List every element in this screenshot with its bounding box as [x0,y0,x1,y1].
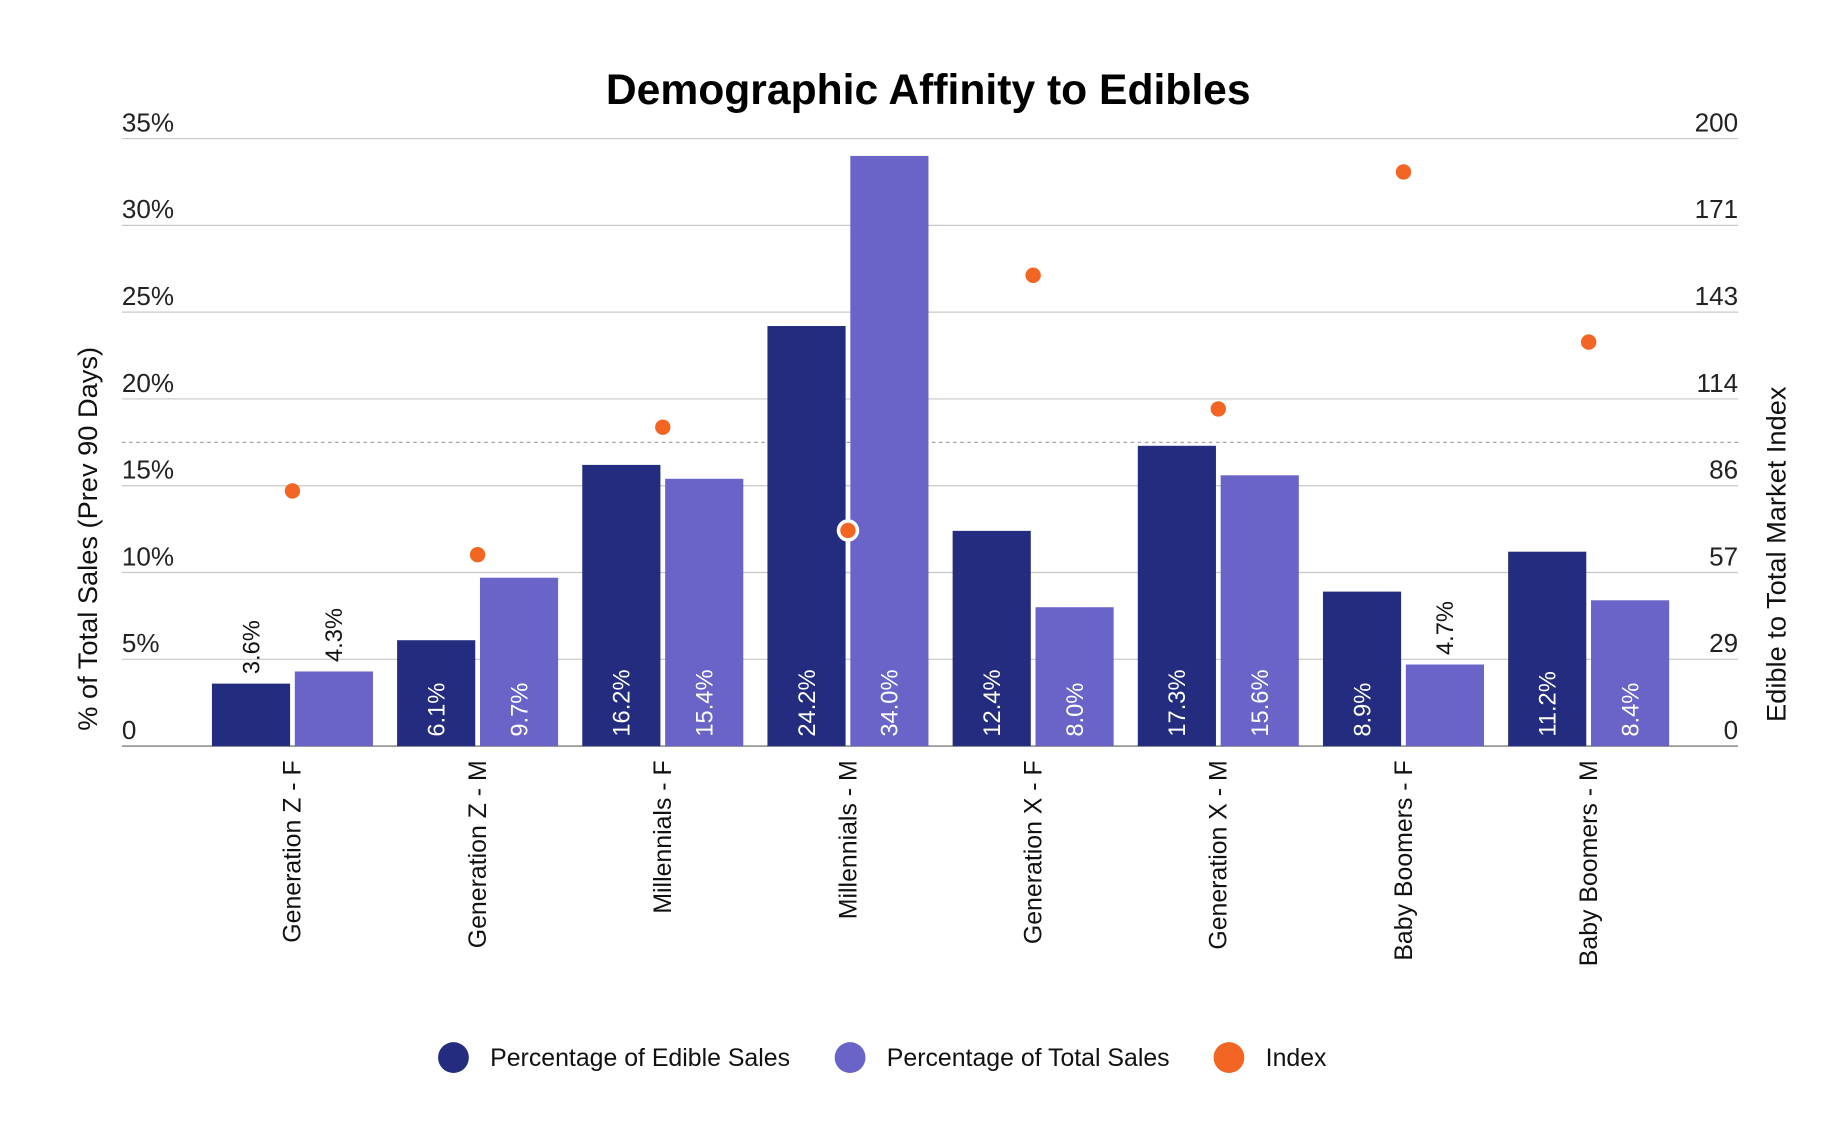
data-label: 24.2% [795,669,821,736]
bar-edible [1322,591,1402,747]
category-label: Generation X - M [1205,760,1233,949]
category-label: Millennials - M [834,760,862,919]
data-label: 9.7% [507,683,533,737]
index-point[interactable] [836,519,860,542]
y-tick-label: 0 [122,715,136,745]
legend-label[interactable]: Index [1266,1044,1327,1072]
legend-label[interactable]: Percentage of Edible Sales [490,1044,790,1072]
y-right-tick-label: 171 [1695,194,1738,224]
y-tick-label: 30% [122,194,174,224]
bar-edible [952,530,1031,747]
legend-label[interactable]: Percentage of Total Sales [887,1044,1170,1072]
category-label: Generation Z - M [464,760,492,948]
chart-title: Demographic Affinity to Edibles [606,66,1251,114]
bar-edible [1137,445,1216,747]
y-right-tick-label: 0 [1724,715,1738,745]
y-right-tick-label: 57 [1709,541,1738,571]
data-label: 34.0% [878,669,904,736]
data-label: 11.2% [1536,671,1562,736]
index-point[interactable] [1210,401,1227,417]
data-label: 15.4% [693,669,719,736]
y-axis-title: % of Total Sales (Prev 90 Days) [72,347,103,731]
data-label: 8.4% [1618,683,1644,737]
data-label: 17.3% [1165,669,1191,736]
bar-total [479,577,559,747]
data-label: 8.9% [1350,683,1376,737]
index-point[interactable] [284,483,301,499]
category-label: Generation Z - F [279,760,307,942]
bar-edible [211,683,291,747]
bar-total [1405,664,1484,747]
bar-total [294,671,373,747]
index-point[interactable] [1025,267,1041,283]
category-label: Millennials - F [649,760,677,913]
bar-total [1220,475,1299,747]
index-point[interactable] [655,419,671,435]
y-tick-label: 10% [122,541,174,571]
y-right-tick-label: 86 [1709,455,1738,485]
y-tick-label: 35% [122,107,174,137]
category-label: Generation X - F [1019,760,1047,944]
legend-marker [1213,1042,1245,1073]
index-point[interactable] [1395,164,1412,180]
y-tick-label: 25% [122,281,174,311]
data-label: 8.0% [1063,683,1089,737]
data-label: 12.4% [980,669,1006,736]
y-right-tick-label: 29 [1709,628,1738,658]
bar-edible [767,326,846,747]
category-label: Baby Boomers - M [1575,760,1603,966]
legend-marker [834,1042,866,1073]
y-tick-label: 5% [122,628,160,658]
data-label: 3.6% [239,620,265,674]
bar-total [1591,600,1670,747]
data-label: 15.6% [1248,669,1274,736]
data-label: 6.1% [424,683,450,737]
bar-edible [582,464,661,747]
legend-marker [438,1042,469,1073]
y-right-tick-label: 114 [1697,368,1739,398]
bar-edible [1508,551,1587,747]
bar-edible [397,640,476,747]
y-tick-label: 15% [122,455,174,485]
index-point[interactable] [469,547,486,563]
y-tick-label: 20% [122,368,174,398]
y-right-tick-label: 143 [1695,281,1738,311]
y-axis-right-title: Edible to Total Market Index [1760,386,1791,722]
y-right-tick-label: 200 [1695,107,1738,137]
data-label: 4.7% [1433,601,1459,655]
category-label: Baby Boomers - F [1390,760,1418,960]
bar-total [665,478,744,747]
index-point[interactable] [1580,334,1597,350]
data-label: 16.2% [610,669,636,736]
bar-total [850,155,929,747]
data-label: 4.3% [322,608,348,662]
bar-total [1035,607,1114,747]
